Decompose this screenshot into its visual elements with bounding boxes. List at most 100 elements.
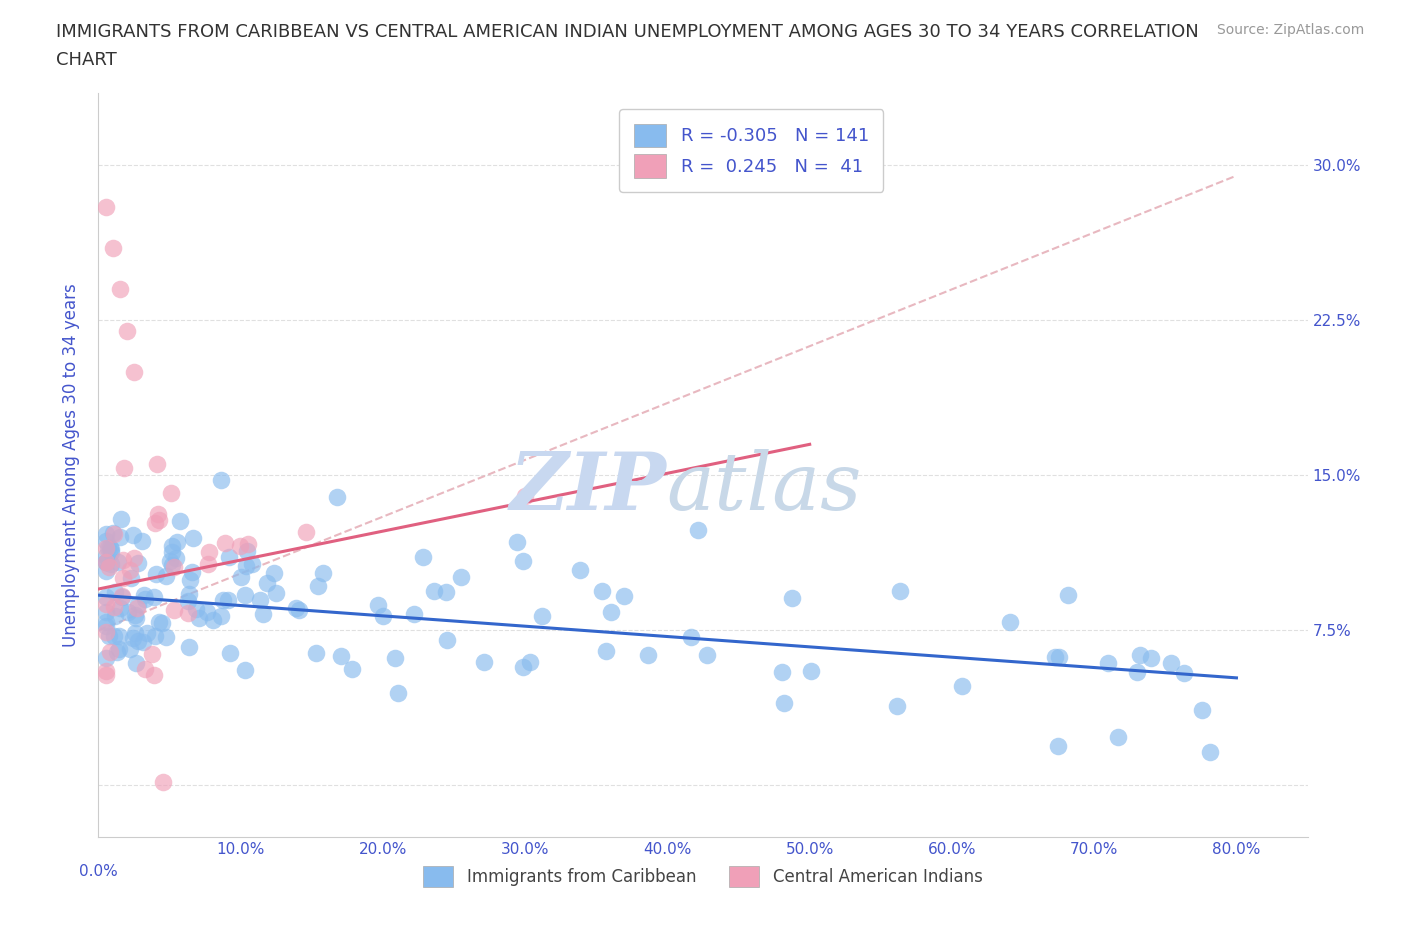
Point [434, 585, 457, 600]
Point [218, 646, 240, 661]
Point [94, 199, 117, 214]
Point [202, 612, 225, 627]
Point [141, 647, 163, 662]
Point [1126, 665, 1149, 680]
Point [512, 553, 534, 568]
Point [266, 585, 288, 600]
Point [1191, 703, 1213, 718]
Point [103, 527, 125, 542]
Y-axis label: Unemployment Among Ages 30 to 34 years: Unemployment Among Ages 30 to 34 years [62, 283, 80, 647]
Point [305, 645, 328, 660]
Point [950, 679, 973, 694]
Point [148, 615, 170, 630]
Point [94, 554, 117, 569]
Point [195, 605, 218, 620]
Point [134, 662, 156, 677]
Point [1000, 615, 1022, 630]
Point [145, 516, 167, 531]
Point [179, 573, 201, 588]
Legend: Immigrants from Caribbean, Central American Indians: Immigrants from Caribbean, Central Ameri… [415, 857, 991, 896]
Point [98, 645, 121, 660]
Point [155, 569, 177, 584]
Point [152, 775, 174, 790]
Point [214, 536, 236, 551]
Point [209, 608, 232, 623]
Point [506, 535, 529, 550]
Point [211, 592, 233, 607]
Point [124, 611, 146, 626]
Point [118, 642, 141, 657]
Point [217, 593, 239, 608]
Point [127, 596, 149, 611]
Point [412, 550, 434, 565]
Point [256, 576, 278, 591]
Point [436, 632, 458, 647]
Point [146, 507, 169, 522]
Point [285, 600, 308, 615]
Point [162, 558, 184, 573]
Point [124, 626, 146, 641]
Point [599, 604, 621, 619]
Point [94, 615, 117, 630]
Point [117, 604, 139, 619]
Point [591, 583, 613, 598]
Point [263, 565, 285, 580]
Point [100, 541, 122, 556]
Point [94, 624, 117, 639]
Point [235, 559, 257, 574]
Point [236, 543, 259, 558]
Text: atlas: atlas [666, 448, 862, 526]
Point [163, 559, 186, 574]
Point [568, 563, 591, 578]
Point [143, 629, 166, 644]
Point [165, 551, 187, 565]
Point [531, 608, 554, 623]
Point [150, 616, 173, 631]
Point [98, 560, 121, 575]
Point [515, 488, 537, 503]
Point [229, 569, 252, 584]
Point [209, 472, 232, 487]
Point [236, 537, 259, 551]
Point [104, 584, 127, 599]
Point [115, 324, 138, 339]
Point [108, 282, 131, 297]
Point [162, 603, 184, 618]
Point [125, 600, 148, 615]
Point [107, 554, 129, 569]
Point [94, 533, 117, 548]
Point [94, 549, 117, 564]
Point [124, 656, 146, 671]
Point [770, 665, 793, 680]
Point [94, 618, 117, 633]
Point [112, 552, 135, 567]
Point [450, 569, 472, 584]
Point [1107, 730, 1129, 745]
Point [103, 599, 125, 614]
Point [143, 590, 166, 604]
Point [124, 551, 146, 565]
Point [111, 570, 134, 585]
Point [681, 630, 703, 644]
Point [613, 589, 636, 604]
Point [94, 564, 117, 578]
Point [94, 651, 117, 666]
Point [233, 662, 256, 677]
Point [773, 696, 796, 711]
Point [240, 557, 263, 572]
Point [118, 563, 141, 578]
Point [146, 457, 169, 472]
Point [780, 591, 803, 605]
Point [371, 608, 394, 623]
Point [112, 461, 135, 476]
Point [103, 525, 125, 540]
Point [384, 651, 406, 666]
Point [127, 634, 149, 649]
Point [312, 565, 335, 580]
Point [122, 365, 145, 379]
Point [155, 630, 177, 644]
Point [131, 533, 153, 548]
Text: 0.0%: 0.0% [79, 864, 118, 879]
Point [1047, 738, 1070, 753]
Point [472, 655, 495, 670]
